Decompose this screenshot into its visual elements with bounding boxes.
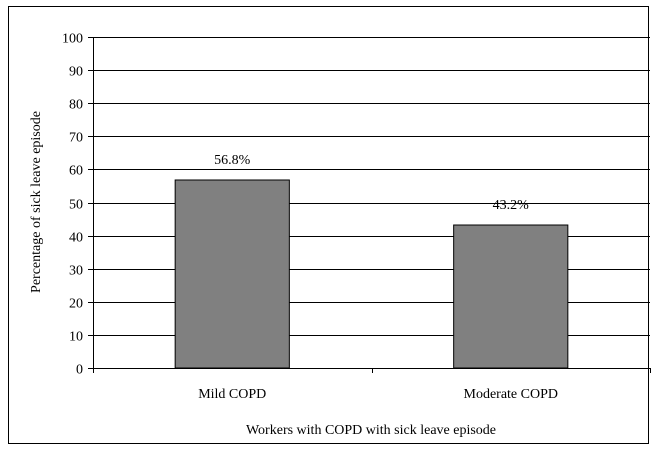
y-tick-label-30: 30 [69, 264, 83, 279]
x-axis-title: Workers with COPD with sick leave episod… [246, 423, 496, 438]
y-tick-label-0: 0 [76, 363, 83, 378]
y-tick-label-100: 100 [62, 32, 83, 47]
y-tick-label-20: 20 [69, 297, 83, 312]
x-category-label-1: Moderate COPD [464, 387, 559, 402]
axes [88, 37, 651, 373]
y-tick-label-50: 50 [69, 198, 83, 213]
bars [174, 179, 569, 369]
chart-border [8, 6, 649, 444]
y-tick-label-60: 60 [69, 164, 83, 179]
labels: 0 10 20 30 40 50 60 70 80 90 100 56.8% Mild COPD 43.2… [62, 32, 558, 403]
bar-0 [174, 179, 290, 369]
y-tick-label-90: 90 [69, 65, 83, 80]
x-category-label-0: Mild COPD [198, 387, 266, 402]
data-label-1: 43.2% [493, 198, 530, 213]
y-tick-label-80: 80 [69, 98, 83, 113]
y-tick-label-40: 40 [69, 231, 83, 246]
y-tick-label-10: 10 [69, 330, 83, 345]
bar-1 [453, 224, 569, 369]
y-tick-label-70: 70 [69, 131, 83, 146]
y-axis-title: Percentage of sick leave episode [29, 111, 44, 293]
data-label-0: 56.8% [214, 153, 251, 168]
